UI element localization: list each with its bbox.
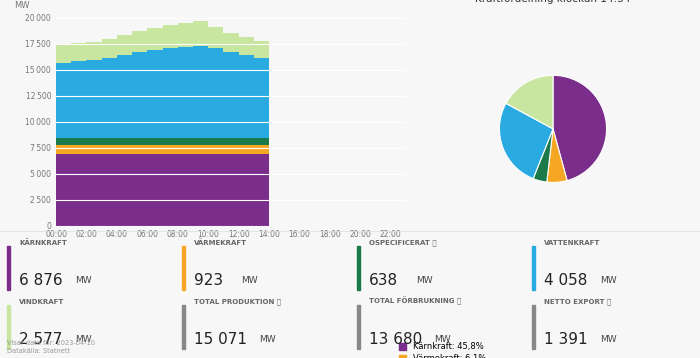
Text: 13 680: 13 680 — [369, 332, 422, 347]
Text: OSPECIFICERAT ⓘ: OSPECIFICERAT ⓘ — [369, 240, 437, 246]
FancyBboxPatch shape — [7, 246, 10, 290]
Text: MW: MW — [600, 335, 617, 344]
FancyBboxPatch shape — [532, 305, 535, 349]
Text: MW: MW — [14, 1, 29, 10]
Wedge shape — [547, 129, 567, 183]
FancyBboxPatch shape — [357, 305, 360, 349]
Wedge shape — [499, 103, 553, 179]
FancyBboxPatch shape — [532, 246, 535, 290]
Text: MW: MW — [241, 276, 258, 285]
Text: 6 876: 6 876 — [19, 273, 62, 288]
Text: MW: MW — [75, 276, 92, 285]
Wedge shape — [533, 129, 553, 182]
Text: Visar data för: 2023-04-10
Datakälla: Statnett: Visar data för: 2023-04-10 Datakälla: St… — [7, 340, 95, 354]
Text: 638: 638 — [369, 273, 398, 288]
Text: 15 071: 15 071 — [194, 332, 247, 347]
Text: NETTO EXPORT ⓘ: NETTO EXPORT ⓘ — [544, 299, 611, 305]
Text: 1 391: 1 391 — [544, 332, 587, 347]
Text: MW: MW — [259, 335, 276, 344]
FancyBboxPatch shape — [7, 305, 10, 349]
Text: 2 577: 2 577 — [19, 332, 62, 347]
Title: Kraftfördelning klockan 14:34: Kraftfördelning klockan 14:34 — [475, 0, 631, 4]
Text: KÄRNKRAFT: KÄRNKRAFT — [19, 240, 66, 246]
FancyBboxPatch shape — [182, 305, 185, 349]
Text: MW: MW — [434, 335, 451, 344]
Text: 923: 923 — [194, 273, 223, 288]
FancyBboxPatch shape — [357, 246, 360, 290]
FancyBboxPatch shape — [182, 246, 185, 290]
Text: 4 058: 4 058 — [544, 273, 587, 288]
Text: VINDKRAFT: VINDKRAFT — [19, 299, 64, 305]
Text: TOTAL FÖRBRUKNING ⓘ: TOTAL FÖRBRUKNING ⓘ — [369, 297, 461, 305]
Text: MW: MW — [416, 276, 433, 285]
Text: TOTAL PRODUKTION ⓘ: TOTAL PRODUKTION ⓘ — [194, 299, 281, 305]
Text: VATTENKRAFT: VATTENKRAFT — [544, 241, 601, 246]
Wedge shape — [506, 75, 553, 129]
Text: MW: MW — [600, 276, 617, 285]
Text: VÄRMEKRAFT: VÄRMEKRAFT — [194, 240, 247, 246]
Legend: Kärnkraft: 45,8%, Värmekraft: 6,1%, Ospecificerat: 4,2%, Vattenkraft: 26,9%, Vin: Kärnkraft: 45,8%, Värmekraft: 6,1%, Ospe… — [399, 342, 496, 358]
Text: MW: MW — [75, 335, 92, 344]
Wedge shape — [553, 75, 607, 180]
